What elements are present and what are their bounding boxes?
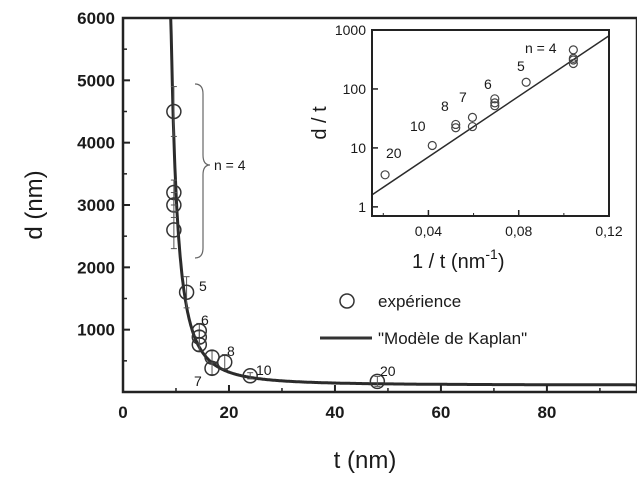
main-annotation-label: 20 bbox=[380, 363, 396, 379]
main-annotation-label: 8 bbox=[227, 343, 235, 359]
inset-y-axis-title: d / t bbox=[309, 106, 331, 140]
legend-label-experience: expérience bbox=[378, 292, 461, 311]
main-data-layer bbox=[166, 17, 637, 390]
main-x-axis-title: t (nm) bbox=[334, 447, 397, 474]
inset-background bbox=[372, 30, 609, 216]
legend-marker-experience bbox=[339, 293, 355, 309]
main-x-tick-label: 40 bbox=[325, 403, 344, 422]
main-y-axis-title: d (nm) bbox=[21, 170, 48, 239]
inset-x-tick-label: 0,12 bbox=[595, 223, 622, 239]
main-data-point bbox=[191, 336, 208, 353]
main-y-tick-label: 5000 bbox=[77, 71, 115, 90]
main-y-tick-label: 1000 bbox=[77, 321, 115, 340]
inset-annotations: 20 10 87 6 5n = 4 bbox=[386, 40, 557, 161]
inset-y-tick-label: 1 bbox=[358, 199, 366, 215]
inset-x-axis-title-main: 1 / t (nm bbox=[412, 251, 485, 273]
main-y-tick-label: 2000 bbox=[77, 258, 115, 277]
inset-ticks: 0,04 0,08 0,12 1 10 100 1000 bbox=[335, 22, 623, 239]
main-y-tick-label: 4000 bbox=[77, 134, 115, 153]
main-data-point bbox=[178, 284, 195, 301]
inset-data-point bbox=[451, 119, 461, 130]
inset-x-axis-title-superscript: -1 bbox=[485, 246, 498, 262]
inset-annotation-label: 5 bbox=[517, 58, 525, 74]
main-annotation-label: 7 bbox=[194, 373, 202, 389]
main-data-point bbox=[166, 222, 182, 238]
inset-x-tick-label: 0,08 bbox=[505, 223, 532, 239]
inset-data-point bbox=[490, 101, 500, 111]
inset-annotation-label: 8 bbox=[441, 98, 449, 114]
n4-brace bbox=[194, 83, 211, 259]
inset-y-tick-label: 100 bbox=[343, 81, 367, 97]
inset-plot-frame bbox=[371, 29, 610, 217]
main-x-tick-label: 0 bbox=[118, 403, 127, 422]
inset-data-point bbox=[490, 98, 500, 108]
main-data-point bbox=[369, 373, 386, 390]
main-data-point bbox=[204, 360, 220, 377]
main-data-point bbox=[166, 103, 182, 120]
inset-x-axis-title-suffix: ) bbox=[498, 251, 505, 273]
inset-annotation-label: 6 bbox=[484, 76, 492, 92]
inset-data-point bbox=[467, 112, 478, 122]
inset-x-tick-label: 0,04 bbox=[415, 223, 442, 239]
inset-data-point bbox=[427, 140, 437, 151]
inset-y-tick-label: 1000 bbox=[335, 22, 366, 38]
inset-x-axis-title: 1 / t (nm-1) bbox=[412, 246, 504, 273]
main-x-tick-label: 20 bbox=[220, 403, 239, 422]
main-data-point bbox=[242, 368, 258, 384]
inset-chart: 0,04 0,08 0,12 1 10 100 1000 20 10 87 6 5n = 4 1 /… bbox=[309, 22, 623, 273]
main-y-tick-label: 6000 bbox=[77, 9, 115, 28]
main-ticks: 0 20 40 60 80 1000 2000 3000 4000 5000 6000 bbox=[77, 9, 601, 422]
inset-data-point bbox=[521, 77, 531, 87]
inset-annotation-label: 10 bbox=[410, 118, 426, 134]
main-annotation-label: 6 bbox=[201, 312, 209, 328]
inset-data-point bbox=[568, 55, 578, 65]
inset-y-tick-label: 10 bbox=[350, 140, 366, 156]
main-annotation-label: n = 4 bbox=[214, 157, 246, 173]
inset-annotation-label: 7 bbox=[459, 89, 467, 105]
inset-annotation-label: 20 bbox=[386, 145, 402, 161]
inset-data-point bbox=[490, 94, 500, 104]
legend: expérience "Modèle de Kaplan" bbox=[320, 292, 527, 348]
inset-data-point bbox=[380, 170, 390, 180]
main-chart: 0 20 40 60 80 1000 2000 3000 4000 5000 6000 t (nm)… bbox=[21, 9, 637, 474]
main-annotation-label: 10 bbox=[256, 362, 272, 378]
main-annotations: n = 4 5 6 7 8 10 20 bbox=[194, 157, 396, 389]
inset-data-layer bbox=[371, 35, 610, 196]
main-x-tick-label: 60 bbox=[431, 403, 450, 422]
inset-data-point bbox=[568, 58, 578, 69]
main-x-tick-label: 80 bbox=[537, 403, 556, 422]
legend-label-kaplan: "Modèle de Kaplan" bbox=[378, 329, 527, 348]
inset-data-point bbox=[451, 123, 461, 133]
main-annotation-label: 5 bbox=[199, 278, 207, 294]
main-data-point bbox=[216, 354, 233, 370]
inset-annotation-label: n = 4 bbox=[525, 40, 557, 56]
inset-data-point bbox=[467, 121, 478, 132]
kaplan-model-curve bbox=[169, 17, 637, 387]
main-y-tick-label: 3000 bbox=[77, 196, 115, 215]
n4-brace-path bbox=[194, 83, 211, 259]
